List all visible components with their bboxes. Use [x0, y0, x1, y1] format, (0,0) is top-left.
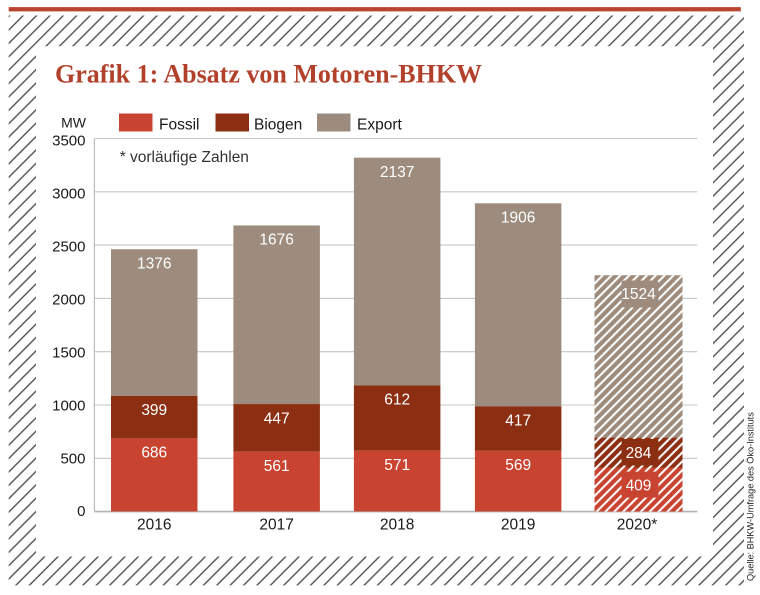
svg-text:1000: 1000: [52, 397, 85, 414]
svg-text:2000: 2000: [52, 291, 85, 308]
svg-text:561: 561: [264, 458, 290, 475]
svg-text:399: 399: [141, 402, 167, 419]
svg-text:Fossil: Fossil: [159, 116, 199, 133]
svg-text:0: 0: [77, 503, 85, 520]
svg-text:612: 612: [384, 392, 410, 409]
svg-text:2018: 2018: [380, 516, 414, 533]
svg-text:1676: 1676: [259, 232, 293, 249]
svg-text:3000: 3000: [52, 185, 85, 202]
svg-text:417: 417: [505, 413, 531, 430]
svg-text:2500: 2500: [52, 238, 85, 255]
svg-text:Biogen: Biogen: [254, 116, 302, 133]
svg-text:2019: 2019: [501, 516, 535, 533]
svg-text:284: 284: [626, 445, 652, 462]
svg-text:1376: 1376: [137, 255, 171, 272]
svg-text:569: 569: [505, 457, 531, 474]
svg-text:2017: 2017: [259, 516, 293, 533]
svg-text:Quelle: BHKW-Umfrage des Öko-I: Quelle: BHKW-Umfrage des Öko-Instituts: [746, 412, 756, 581]
svg-text:409: 409: [626, 477, 652, 494]
svg-text:2020*: 2020*: [617, 516, 658, 533]
svg-text:1524: 1524: [621, 286, 656, 303]
svg-text:* vorläufige Zahlen: * vorläufige Zahlen: [120, 149, 249, 166]
svg-text:571: 571: [384, 457, 410, 474]
svg-text:2016: 2016: [137, 516, 171, 533]
svg-text:500: 500: [60, 450, 85, 467]
svg-text:1906: 1906: [501, 210, 535, 227]
svg-text:3500: 3500: [52, 132, 85, 149]
svg-text:MW: MW: [61, 115, 87, 131]
svg-text:686: 686: [141, 445, 167, 462]
svg-text:Export: Export: [357, 116, 402, 133]
svg-text:1500: 1500: [52, 344, 85, 361]
svg-text:Grafik 1: Absatz von Motoren-B: Grafik 1: Absatz von Motoren-BHKW: [55, 59, 482, 88]
svg-text:2137: 2137: [380, 164, 414, 181]
svg-text:447: 447: [264, 410, 290, 427]
